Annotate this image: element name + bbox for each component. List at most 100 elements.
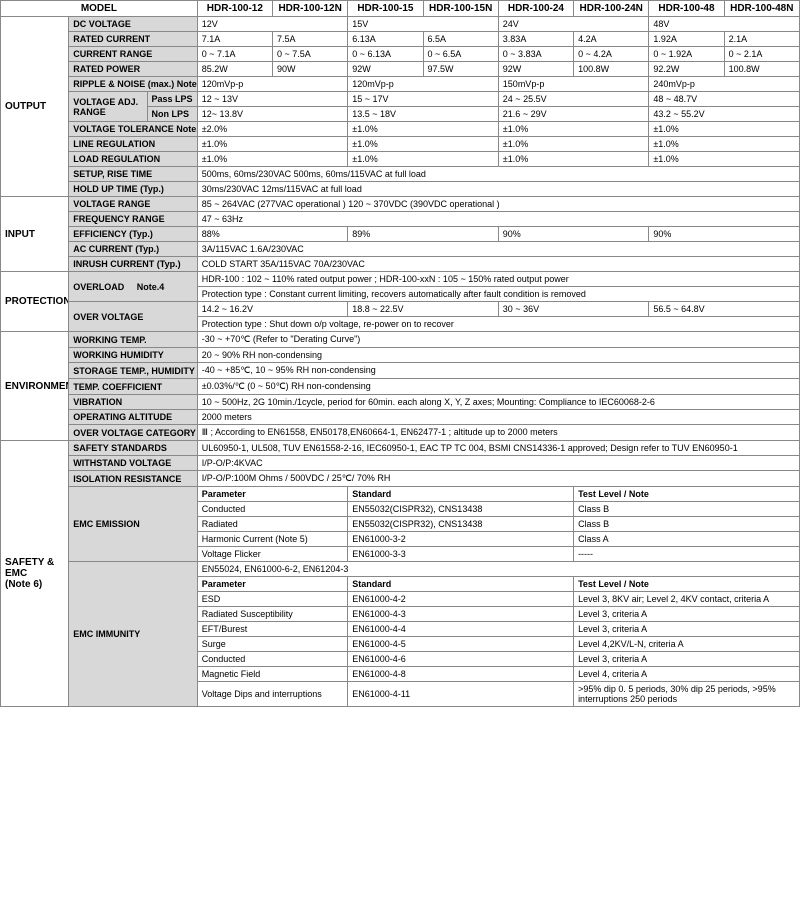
- val: 120mVp-p: [197, 77, 348, 92]
- col-standard: Standard: [348, 487, 574, 502]
- val: 12V: [197, 17, 348, 32]
- model-col-3: HDR-100-15N: [423, 1, 498, 17]
- val: 85 ~ 264VAC (277VAC operational ) 120 ~ …: [197, 197, 799, 212]
- param-eff: EFFICIENCY (Typ.): [69, 227, 197, 242]
- val: 0 ~ 6.5A: [423, 47, 498, 62]
- val: 30ms/230VAC 12ms/115VAC at full load: [197, 182, 799, 197]
- val: 15V: [348, 17, 499, 32]
- param-ovcat: OVER VOLTAGE CATEGORY: [69, 425, 197, 441]
- param-emc-im: EMC IMMUNITY: [69, 562, 197, 707]
- val: 150mVp-p: [498, 77, 649, 92]
- val: EN61000-4-4: [348, 622, 574, 637]
- val: EN61000-4-5: [348, 637, 574, 652]
- val: 4.2A: [574, 32, 649, 47]
- param-inrush: INRUSH CURRENT (Typ.): [69, 257, 197, 272]
- val: EN55032(CISPR32), CNS13438: [348, 517, 574, 532]
- val: ±1.0%: [649, 122, 800, 137]
- val: EN61000-4-8: [348, 667, 574, 682]
- param-ov: OVER VOLTAGE: [69, 302, 197, 332]
- col-test-level: Test Level / Note: [574, 577, 800, 592]
- model-col-0: HDR-100-12: [197, 1, 272, 17]
- model-col-4: HDR-100-24: [498, 1, 573, 17]
- val: 89%: [348, 227, 499, 242]
- val: Level 3, criteria A: [574, 607, 800, 622]
- param-setup: SETUP, RISE TIME: [69, 167, 197, 182]
- param-holdup: HOLD UP TIME (Typ.): [69, 182, 197, 197]
- model-col-7: HDR-100-48N: [724, 1, 799, 17]
- val: 0 ~ 6.13A: [348, 47, 423, 62]
- val: ±1.0%: [348, 137, 499, 152]
- param-vtol: VOLTAGE TOLERANCE Note.3: [69, 122, 197, 137]
- model-col-2: HDR-100-15: [348, 1, 423, 17]
- model-col-5: HDR-100-24N: [574, 1, 649, 17]
- val: 1.92A: [649, 32, 724, 47]
- val: 56.5 ~ 64.8V: [649, 302, 800, 317]
- val: 240mVp-p: [649, 77, 800, 92]
- param-whum: WORKING HUMIDITY: [69, 348, 197, 363]
- val: 88%: [197, 227, 348, 242]
- cat-output: OUTPUT: [1, 17, 69, 197]
- val: Radiated Susceptibility: [197, 607, 348, 622]
- val: 20 ~ 90% RH non-condensing: [197, 348, 799, 363]
- val: Protection type : Shut down o/p voltage,…: [197, 317, 799, 332]
- val: 0 ~ 3.83A: [498, 47, 573, 62]
- val: 92W: [348, 62, 423, 77]
- val: I/P-O/P:100M Ohms / 500VDC / 25℃/ 70% RH: [197, 471, 799, 487]
- val: 47 ~ 63Hz: [197, 212, 799, 227]
- val: 6.5A: [423, 32, 498, 47]
- cat-protection: PROTECTION: [1, 272, 69, 332]
- subparam-non-lps: Non LPS: [147, 107, 197, 122]
- val: 30 ~ 36V: [498, 302, 649, 317]
- param-vadj: VOLTAGE ADJ. RANGE: [69, 92, 147, 122]
- param-wv: WITHSTAND VOLTAGE: [69, 456, 197, 471]
- val: 0 ~ 1.92A: [649, 47, 724, 62]
- param-ac: AC CURRENT (Typ.): [69, 242, 197, 257]
- val: EN61000-3-3: [348, 547, 574, 562]
- val: 120mVp-p: [348, 77, 499, 92]
- val: 21.6 ~ 29V: [498, 107, 649, 122]
- val: 2.1A: [724, 32, 799, 47]
- model-label: MODEL: [1, 1, 198, 17]
- val: 48V: [649, 17, 800, 32]
- val: ±1.0%: [649, 152, 800, 167]
- val: I/P-O/P:4KVAC: [197, 456, 799, 471]
- param-vib: VIBRATION: [69, 395, 197, 410]
- param-alt: OPERATING ALTITUDE: [69, 410, 197, 425]
- val: ESD: [197, 592, 348, 607]
- val: 3.83A: [498, 32, 573, 47]
- val: 0 ~ 4.2A: [574, 47, 649, 62]
- val: ±2.0%: [197, 122, 348, 137]
- val: EFT/Burest: [197, 622, 348, 637]
- val: 13.5 ~ 18V: [348, 107, 499, 122]
- param-std: SAFETY STANDARDS: [69, 441, 197, 456]
- val: 90%: [649, 227, 800, 242]
- val: ±1.0%: [348, 122, 499, 137]
- val: Harmonic Current (Note 5): [197, 532, 348, 547]
- val: Ⅲ ; According to EN61558, EN50178,EN6066…: [197, 425, 799, 441]
- val: Level 4, criteria A: [574, 667, 800, 682]
- val: EN61000-4-3: [348, 607, 574, 622]
- val: 500ms, 60ms/230VAC 500ms, 60ms/115VAC at…: [197, 167, 799, 182]
- param-vrange: VOLTAGE RANGE: [69, 197, 197, 212]
- val: 6.13A: [348, 32, 423, 47]
- param-load-reg: LOAD REGULATION: [69, 152, 197, 167]
- val: ±1.0%: [348, 152, 499, 167]
- val: 0 ~ 7.5A: [273, 47, 348, 62]
- val: Radiated: [197, 517, 348, 532]
- val: 100.8W: [574, 62, 649, 77]
- cat-input: INPUT: [1, 197, 69, 272]
- val: ±1.0%: [498, 137, 649, 152]
- val: 24V: [498, 17, 649, 32]
- val: ±1.0%: [498, 122, 649, 137]
- val: -40 ~ +85℃, 10 ~ 95% RH non-condensing: [197, 363, 799, 379]
- val: EN61000-4-11: [348, 682, 574, 707]
- val: ±1.0%: [649, 137, 800, 152]
- val: Level 3, criteria A: [574, 622, 800, 637]
- val: ±1.0%: [197, 137, 348, 152]
- param-freq: FREQUENCY RANGE: [69, 212, 197, 227]
- val: Class B: [574, 517, 800, 532]
- val: -----: [574, 547, 800, 562]
- val: Level 4,2KV/L-N, criteria A: [574, 637, 800, 652]
- val: HDR-100 : 102 ~ 110% rated output power …: [197, 272, 799, 287]
- val: EN61000-4-2: [348, 592, 574, 607]
